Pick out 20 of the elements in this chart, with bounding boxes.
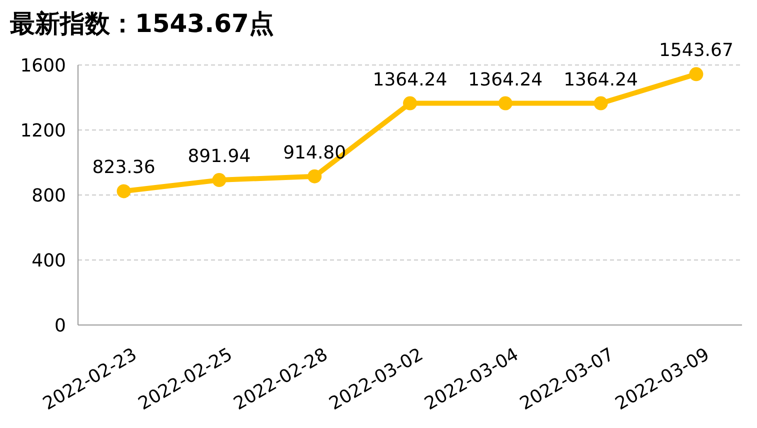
data-label: 1364.24 [372,69,448,90]
y-tick-label: 1200 [20,120,66,142]
chart-title: 最新指数：1543.67点 [9,9,274,38]
data-label: 1364.24 [564,69,638,90]
data-label: 823.36 [92,157,156,178]
point [594,96,608,110]
data-label: 1543.67 [658,40,734,62]
point [498,96,512,110]
y-tick-label: 1600 [20,55,66,76]
point [212,173,226,188]
data-label: 1364.24 [468,69,543,90]
y-tick-label: 800 [32,185,66,206]
point [689,67,704,82]
point [116,184,131,198]
data-label: 891.94 [188,146,251,168]
y-tick-label: 400 [32,250,66,272]
point [308,169,322,184]
y-tick-label: 0 [54,315,66,336]
point [403,96,417,110]
data-label: 914.80 [283,142,346,164]
